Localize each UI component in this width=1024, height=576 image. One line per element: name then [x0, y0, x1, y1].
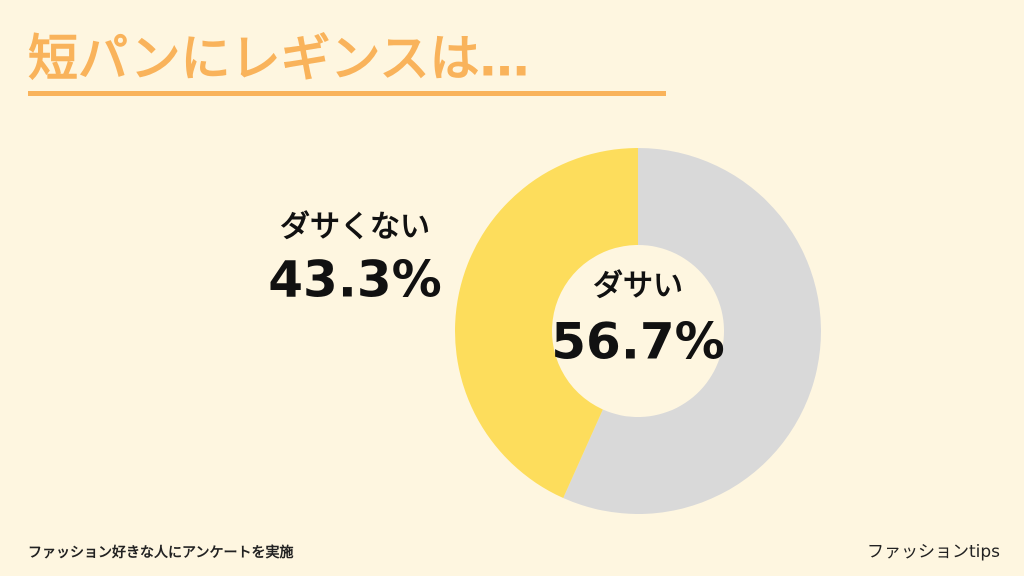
chart-title: 短パンにレギンスは…	[28, 30, 530, 88]
category-label: ダサくない	[280, 210, 430, 245]
value-label: 43.3%	[268, 251, 441, 309]
title-underline	[28, 91, 666, 96]
donut-segment	[455, 148, 638, 499]
value-label: 56.7%	[551, 313, 724, 371]
brand: ファッションtips	[867, 542, 1000, 562]
category-label: ダサい	[593, 269, 683, 304]
survey-note: ファッション好きな人にアンケートを実施	[28, 544, 293, 561]
donut-segment	[563, 148, 822, 514]
